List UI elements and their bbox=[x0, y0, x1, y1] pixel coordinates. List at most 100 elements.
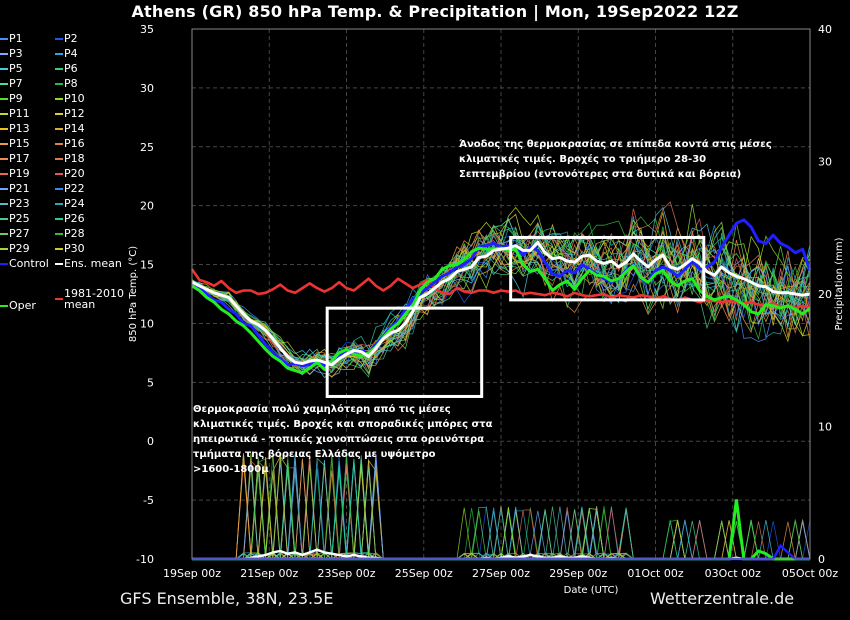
legend-swatch bbox=[55, 82, 63, 85]
legend-item: P30 bbox=[55, 243, 85, 254]
annotation-cold: Θερμοκρασία πολύ χαμηλότερη από τις μέσε… bbox=[193, 402, 493, 477]
legend-label: P28 bbox=[64, 227, 85, 240]
legend-item: P10 bbox=[55, 93, 85, 104]
legend-swatch bbox=[0, 142, 8, 145]
y-tick-label: 0 bbox=[147, 435, 154, 448]
legend-label: P16 bbox=[64, 137, 85, 150]
legend-swatch bbox=[0, 262, 8, 265]
legend-item: P21 bbox=[0, 183, 30, 194]
legend-label: P30 bbox=[64, 242, 85, 255]
legend-item: P14 bbox=[55, 123, 85, 134]
legend-swatch bbox=[55, 247, 63, 250]
legend-swatch bbox=[55, 67, 63, 70]
legend-label: Ens. mean bbox=[64, 257, 122, 270]
legend-swatch bbox=[0, 67, 8, 70]
y-tick-label: -10 bbox=[136, 553, 154, 566]
member-line-p1 bbox=[191, 236, 811, 368]
legend-swatch bbox=[55, 298, 63, 300]
y2-tick-label: 10 bbox=[818, 421, 832, 434]
member-line-p22 bbox=[191, 225, 811, 371]
legend-item: Oper bbox=[0, 300, 36, 311]
legend-swatch bbox=[55, 97, 63, 100]
legend-label: P10 bbox=[64, 92, 85, 105]
annotation-cold-line: τμήματα της βόρειας Ελλάδας με υψόμετρο bbox=[193, 449, 436, 460]
x-tick-label: 01Oct 00z bbox=[627, 567, 684, 580]
annotation-cold-line: >1600-1800μ bbox=[193, 464, 269, 475]
y-tick-label: 30 bbox=[140, 82, 154, 95]
legend-item: Control bbox=[0, 258, 49, 269]
legend-item: P16 bbox=[55, 138, 85, 149]
legend-label: P1 bbox=[9, 32, 23, 45]
y2-tick-label: 40 bbox=[818, 23, 832, 36]
series-ens-mean bbox=[191, 240, 811, 367]
legend-swatch bbox=[55, 52, 63, 55]
series-1981-2010-mean bbox=[190, 268, 811, 310]
legend-item: P9 bbox=[0, 93, 23, 104]
legend-label: P27 bbox=[9, 227, 30, 240]
legend-item: P18 bbox=[55, 153, 85, 164]
legend-label: P9 bbox=[9, 92, 23, 105]
y-tick-label: -5 bbox=[143, 494, 154, 507]
x-tick-label: 23Sep 00z bbox=[318, 567, 376, 580]
legend-item: P2 bbox=[55, 33, 78, 44]
y2-tick-label: 0 bbox=[818, 553, 825, 566]
y-tick-label: 5 bbox=[147, 376, 154, 389]
annotation-cold-line: Θερμοκρασία πολύ χαμηλότερη από τις μέσε… bbox=[193, 404, 451, 415]
legend-swatch bbox=[0, 202, 8, 205]
x-axis-label: Date (UTC) bbox=[564, 585, 619, 596]
legend-swatch bbox=[0, 37, 8, 40]
legend-swatch bbox=[55, 127, 63, 130]
legend-swatch bbox=[55, 112, 63, 115]
legend-item: 1981-2010 mean bbox=[55, 288, 126, 310]
legend-item: P28 bbox=[55, 228, 85, 239]
legend-label: P7 bbox=[9, 77, 23, 90]
legend-item: P23 bbox=[0, 198, 30, 209]
legend-label: P15 bbox=[9, 137, 30, 150]
legend-item: P20 bbox=[55, 168, 85, 179]
legend-swatch bbox=[55, 232, 63, 235]
legend-item: P7 bbox=[0, 78, 23, 89]
legend-label: P29 bbox=[9, 242, 30, 255]
axes: -10 -5 0 5 10 15 20 25 30 35 0 10 20 30 40 19Sep 00z 21S… bbox=[128, 23, 845, 596]
x-tick-label: 03Oct 00z bbox=[705, 567, 762, 580]
member-line-p16 bbox=[191, 230, 811, 369]
y2-tick-label: 20 bbox=[818, 288, 832, 301]
legend-swatch bbox=[0, 157, 8, 160]
legend-label: P3 bbox=[9, 47, 23, 60]
legend-swatch bbox=[0, 217, 8, 220]
legend-item: P17 bbox=[0, 153, 30, 164]
x-tick-label: 25Sep 00z bbox=[395, 567, 453, 580]
legend-swatch bbox=[0, 172, 8, 175]
x-tick-label: 19Sep 00z bbox=[163, 567, 221, 580]
legend-swatch bbox=[55, 142, 63, 145]
chart-title: Athens (GR) 850 hPa Temp. & Precipitatio… bbox=[131, 2, 739, 21]
legend-swatch bbox=[0, 97, 8, 100]
plot-frame bbox=[191, 28, 811, 560]
y-tick-label: 20 bbox=[140, 200, 154, 213]
annotation-cold-line: κλιματικές τιμές. Βροχές και σποραδικές … bbox=[193, 419, 493, 430]
highlight-boxes bbox=[325, 235, 706, 398]
annotation-warm-line: Άνοδος της θερμοκρασίας σε επίπεδα κοντά… bbox=[459, 139, 772, 150]
legend-label: P12 bbox=[64, 107, 85, 120]
y-tick-label: 25 bbox=[140, 141, 154, 154]
legend-label: P22 bbox=[64, 182, 85, 195]
legend-swatch bbox=[0, 304, 8, 307]
legend-label: P19 bbox=[9, 167, 30, 180]
legend-label: P20 bbox=[64, 167, 85, 180]
legend-item: P3 bbox=[0, 48, 23, 59]
annotation-warm: Άνοδος της θερμοκρασίας σε επίπεδα κοντά… bbox=[459, 137, 772, 182]
legend-swatch bbox=[55, 157, 63, 160]
main-series bbox=[190, 218, 812, 375]
legend-label: P13 bbox=[9, 122, 30, 135]
y-tick-label: 15 bbox=[140, 259, 154, 272]
y-tick-label: 10 bbox=[140, 317, 154, 330]
y2-tick-label: 30 bbox=[818, 156, 832, 169]
legend-swatch bbox=[55, 262, 63, 265]
y-axis-label: 850 hPa Temp. (°C) bbox=[128, 246, 139, 342]
legend-item: P6 bbox=[55, 63, 78, 74]
footer-model: GFS Ensemble, 38N, 23.5E bbox=[120, 589, 334, 608]
legend-item: P12 bbox=[55, 108, 85, 119]
legend-swatch bbox=[0, 112, 8, 115]
legend-label: P17 bbox=[9, 152, 30, 165]
